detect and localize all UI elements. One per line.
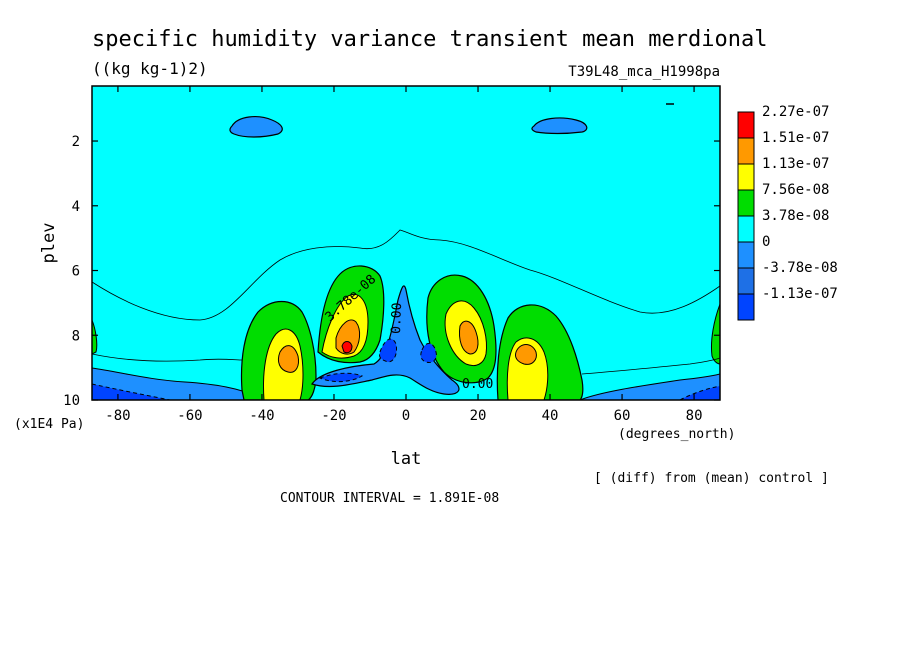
legend-swatch: [737, 111, 755, 139]
legend-swatch: [737, 163, 755, 191]
orange-core-center-right: [459, 320, 479, 355]
footer-note: [ (diff) from (mean) control ]: [594, 471, 829, 486]
legend-label: 3.78e-08: [762, 208, 829, 224]
legend-swatch: [737, 293, 755, 321]
legend-label: 1.51e-07: [762, 130, 829, 146]
y-tick-label: 4: [72, 199, 80, 215]
run-label: T39L48_mca_H1998pa: [568, 64, 720, 80]
orange-core-left: [277, 345, 299, 373]
legend-label: 2.27e-07: [762, 104, 829, 120]
contour-label: 0.00: [462, 377, 493, 392]
chart-title: specific humidity variance transient mea…: [92, 27, 768, 52]
color-legend: 2.27e-07 1.51e-07 1.13e-07 7.56e-08 3.78e-08…: [737, 104, 838, 321]
positive-edge-left: [92, 319, 98, 355]
deep-negative-center-low: [318, 372, 364, 383]
deep-negative-center-left: [379, 338, 397, 363]
negative-blob-upper-left: [229, 116, 283, 138]
x-tick-label: 0: [402, 408, 410, 424]
legend-label: 0: [762, 234, 770, 250]
legend-swatch: [737, 267, 755, 295]
x-tick-label: 40: [542, 408, 559, 424]
x-tick-label: 80: [686, 408, 703, 424]
y-units-label: (x1E4 Pa): [14, 417, 84, 432]
x-axis: -80 -60 -40 -20 0 20 40 60 80: [105, 86, 703, 424]
legend-swatch: [737, 189, 755, 217]
x-axis-title: lat: [391, 449, 422, 469]
negative-blob-upper-right: [531, 117, 588, 135]
legend-label: -1.13e-07: [762, 286, 838, 302]
legend-swatch: [737, 241, 755, 269]
legend-swatch: [737, 215, 755, 243]
y-tick-label: 10: [63, 393, 80, 409]
y-axis: 2 4 6 8 10: [63, 134, 720, 409]
contour-line-lower: [92, 353, 720, 375]
x-tick-label: 60: [614, 408, 631, 424]
x-tick-label: -20: [321, 408, 346, 424]
deep-negative-center-right: [420, 343, 437, 363]
x-units-label: (degrees_north): [618, 427, 735, 442]
contour-interval: CONTOUR INTERVAL = 1.891E-08: [280, 491, 499, 506]
contour-label: 0.00: [389, 302, 405, 334]
y-tick-label: 2: [72, 134, 80, 150]
orange-core-right: [515, 344, 537, 365]
legend-label: -3.78e-08: [762, 260, 838, 276]
x-tick-label: -60: [177, 408, 202, 424]
positive-edge-right: [711, 303, 720, 365]
y-tick-label: 8: [72, 328, 80, 344]
x-tick-label: 20: [470, 408, 487, 424]
plot-fields: [92, 86, 720, 400]
legend-label: 1.13e-07: [762, 156, 829, 172]
x-tick-label: -80: [105, 408, 130, 424]
y-tick-label: 6: [72, 264, 80, 280]
x-tick-label: -40: [249, 408, 274, 424]
y-axis-title: plev: [39, 223, 59, 264]
negative-region-bottom-right: [579, 373, 720, 400]
chart-units: ((kg kg-1)2): [92, 59, 208, 78]
legend-label: 7.56e-08: [762, 182, 829, 198]
legend-swatch: [737, 137, 755, 165]
contour-line-upper: [92, 229, 720, 321]
red-core: [341, 341, 353, 354]
deep-negative-bottom-right: [679, 385, 720, 400]
